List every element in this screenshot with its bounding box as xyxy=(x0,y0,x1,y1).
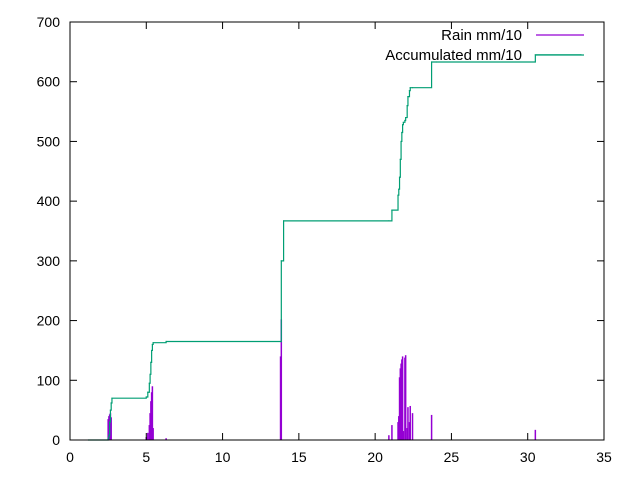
x-tick-label: 15 xyxy=(291,449,307,465)
accumulated-point xyxy=(283,220,285,222)
accumulated-point xyxy=(280,260,282,262)
accumulated-point xyxy=(151,343,153,346)
y-tick-label: 600 xyxy=(37,74,61,90)
accumulated-point xyxy=(397,194,399,196)
accumulated-point xyxy=(149,373,151,375)
y-tick-label: 100 xyxy=(37,372,61,388)
series-0 xyxy=(107,319,537,440)
x-tick-label: 25 xyxy=(444,449,460,465)
accumulated-line xyxy=(88,54,582,441)
x-tick-label: 0 xyxy=(66,449,74,465)
series-1 xyxy=(87,54,582,441)
accumulated-point xyxy=(110,402,112,404)
y-tick-label: 700 xyxy=(37,14,61,30)
accumulated-point xyxy=(400,140,402,143)
accumulated-point xyxy=(401,131,403,134)
accumulated-point xyxy=(152,342,154,344)
accumulated-point xyxy=(435,61,437,63)
accumulated-point xyxy=(409,87,411,89)
legend-label: Accumulated mm/10 xyxy=(385,47,522,64)
accumulated-point xyxy=(430,61,433,63)
y-tick-label: 0 xyxy=(52,432,60,448)
x-tick-label: 20 xyxy=(367,449,383,465)
accumulated-point xyxy=(534,54,536,56)
accumulated-point xyxy=(107,437,109,439)
y-tick-label: 300 xyxy=(37,253,61,269)
accumulated-point xyxy=(402,121,404,123)
accumulated-point xyxy=(109,409,112,411)
accumulated-point xyxy=(147,391,149,393)
x-tick-label: 5 xyxy=(142,449,150,465)
plot-frame xyxy=(69,21,605,441)
accumulated-point xyxy=(150,361,152,363)
accumulated-point xyxy=(408,90,411,92)
accumulated-point xyxy=(108,434,110,436)
y-tick-label: 500 xyxy=(37,133,61,149)
accumulated-point xyxy=(404,119,406,122)
x-tick-label: 30 xyxy=(520,449,536,465)
series-layer xyxy=(87,54,582,441)
accumulated-point xyxy=(145,396,147,398)
x-tick-label: 10 xyxy=(215,449,231,465)
accumulated-point xyxy=(111,397,113,399)
accumulated-point xyxy=(398,188,400,190)
accumulated-point xyxy=(399,158,401,160)
x-tick-label: 35 xyxy=(596,449,612,465)
accumulated-point xyxy=(405,116,407,119)
accumulated-point xyxy=(406,105,408,107)
accumulated-point xyxy=(151,349,153,352)
accumulated-point xyxy=(388,220,390,222)
accumulated-point xyxy=(402,124,404,126)
accumulated-point xyxy=(398,176,401,178)
accumulated-point xyxy=(148,382,150,384)
axis-layer: 0 5 10 15 20 25 30 35 0 100 200 300 400 500 600 700 xyxy=(37,14,612,465)
accumulated-point xyxy=(407,96,409,98)
y-tick-label: 200 xyxy=(37,313,61,329)
accumulated-point xyxy=(391,209,393,211)
y-tick-label: 400 xyxy=(37,193,61,209)
accumulated-point xyxy=(165,340,167,343)
accumulated-point xyxy=(279,340,282,343)
legend-label: Rain mm/10 xyxy=(441,27,522,44)
accumulated-point xyxy=(411,87,414,89)
accumulated-point xyxy=(109,421,111,423)
legend: Rain mm/10 Accumulated mm/10 xyxy=(385,27,584,64)
